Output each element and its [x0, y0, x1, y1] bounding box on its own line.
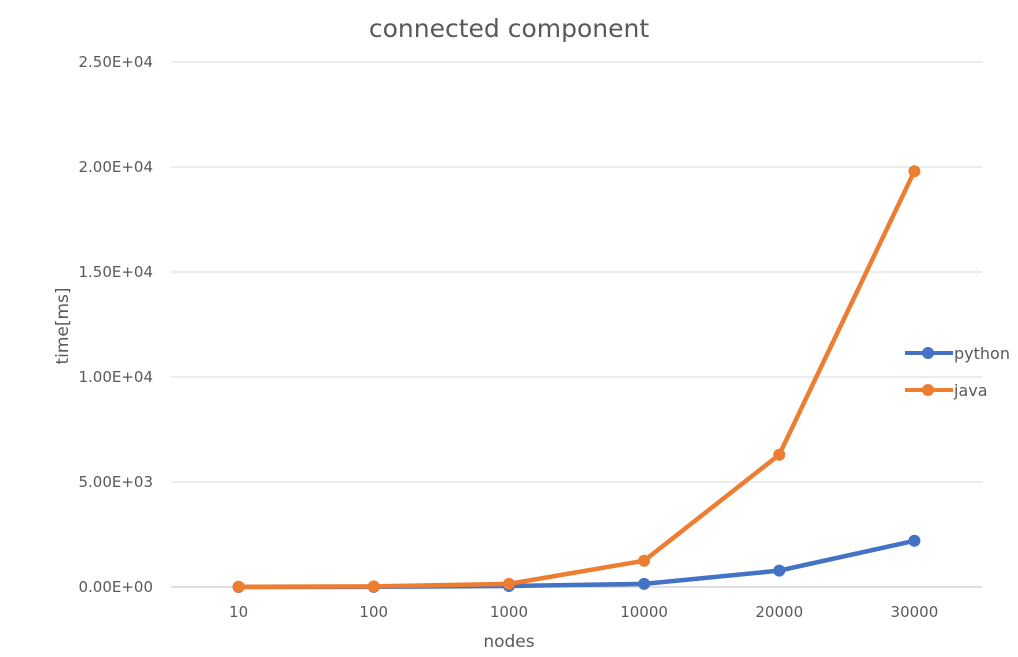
x-tick-label: 10000 [620, 603, 668, 621]
y-tick-label: 0.00E+00 [78, 578, 153, 596]
x-tick-labels: 10 100 1000 10000 20000 30000 [229, 603, 938, 621]
x-tick-label: 10 [229, 603, 248, 621]
series-points [232, 165, 921, 593]
x-axis-label: nodes [483, 632, 535, 652]
data-point-java [773, 448, 786, 461]
legend-label-java: java [954, 380, 988, 400]
series-line-java [236, 168, 917, 590]
y-tick-labels: 0.00E+00 5.00E+03 1.00E+04 1.50E+04 2.00E+04… [78, 53, 153, 596]
y-tick-label: 2.50E+04 [78, 53, 153, 71]
legend-label-python: python [954, 343, 1010, 363]
gridlines [171, 61, 982, 588]
y-tick-label: 1.00E+04 [78, 368, 153, 386]
y-tick-label: 2.00E+04 [78, 158, 153, 176]
legend-item-python: python [905, 342, 1010, 364]
data-point-java [502, 577, 515, 590]
y-tick-label: 1.50E+04 [78, 263, 153, 281]
legend: python java [905, 342, 1010, 416]
x-tick-label: 20000 [755, 603, 803, 621]
y-tick-label: 5.00E+03 [78, 473, 153, 491]
x-tick-label: 100 [359, 603, 388, 621]
series-line-python [236, 538, 917, 590]
legend-item-java: java [905, 379, 1010, 401]
chart-title: connected component [368, 14, 650, 43]
data-point-java [367, 580, 380, 593]
x-tick-label: 1000 [490, 603, 528, 621]
data-point-java [638, 554, 651, 567]
data-point-python [773, 564, 786, 577]
data-point-java [232, 580, 245, 593]
x-tick-label: 30000 [891, 603, 939, 621]
data-point-python [908, 534, 921, 547]
data-point-python [638, 577, 651, 590]
legend-marker-python [905, 342, 953, 364]
data-point-java [908, 165, 921, 178]
series-lines [236, 168, 917, 590]
legend-marker-java [905, 379, 953, 401]
